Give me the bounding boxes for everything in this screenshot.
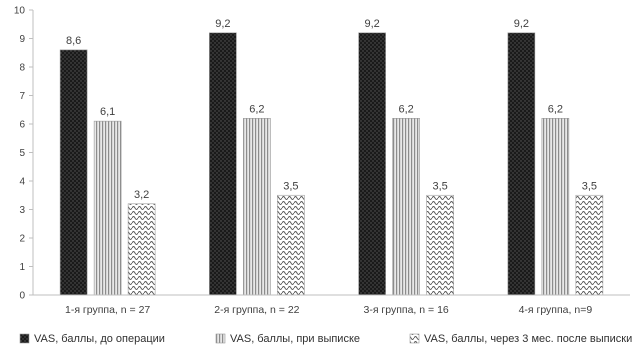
x-tick-label: 2-я группа, n = 22 — [214, 304, 299, 316]
y-tick-label: 1 — [19, 262, 25, 273]
y-tick-label: 4 — [19, 177, 25, 188]
bar — [541, 118, 570, 296]
legend-label: VAS, баллы, при выписке — [230, 333, 360, 345]
bar-value-label: 3,5 — [582, 180, 597, 192]
bar — [243, 118, 271, 296]
legend-label: VAS, баллы, до операции — [34, 333, 165, 345]
bar-value-label: 9,2 — [215, 18, 230, 30]
bar-value-label: 6,2 — [398, 103, 413, 115]
bar-value-label: 6,2 — [249, 103, 264, 115]
bar — [392, 118, 420, 296]
legend-label: VAS, баллы, через 3 мес. после выписки — [424, 333, 632, 345]
y-tick-label: 0 — [19, 291, 25, 302]
bar-value-label: 6,1 — [100, 106, 115, 118]
x-axis: 1-я группа, n = 27 2-я группа, n = 22 3-я … — [33, 294, 630, 316]
bar-value-label: 9,2 — [364, 18, 379, 30]
legend-swatch — [19, 333, 30, 344]
y-tick-label: 3 — [19, 205, 25, 216]
y-tick-label: 9 — [19, 34, 25, 45]
y-tick-label: 7 — [19, 91, 25, 102]
x-tick-label: 4-я группа, n=9 — [519, 304, 593, 316]
y-tick-label: 6 — [19, 120, 25, 131]
bar-value-label: 3,5 — [432, 180, 447, 192]
legend: VAS, баллы, до операции VAS, баллы, при в… — [19, 333, 632, 345]
x-tick-label: 1-я группа, n = 27 — [65, 304, 150, 316]
y-tick-label: 5 — [19, 148, 25, 159]
bar — [426, 194, 454, 296]
bars: 8,6 6,1 3,2 9,2 6,2 3,5 9,2 6,2 3,5 9,2 6,2 3,5 — [59, 18, 604, 296]
bar — [358, 32, 386, 296]
y-tick-label: 10 — [14, 6, 26, 17]
y-tick-label: 8 — [19, 63, 25, 74]
bar — [575, 194, 604, 296]
bar — [209, 32, 237, 296]
bar — [93, 120, 122, 296]
bar-value-label: 8,6 — [66, 35, 81, 47]
legend-swatch — [215, 333, 226, 344]
bar — [127, 203, 156, 296]
legend-swatch — [409, 333, 420, 344]
bar-value-label: 9,2 — [514, 18, 529, 30]
bar-value-label: 3,5 — [283, 180, 298, 192]
x-tick-label: 3-я группа, n = 16 — [363, 304, 448, 316]
bar — [59, 49, 88, 296]
bar-value-label: 3,2 — [134, 189, 149, 201]
bar — [277, 194, 305, 296]
bar — [507, 32, 536, 296]
y-tick-label: 2 — [19, 234, 25, 245]
y-axis: 0 1 2 3 4 5 6 7 8 9 10 — [14, 6, 34, 302]
bar-value-label: 6,2 — [548, 103, 563, 115]
